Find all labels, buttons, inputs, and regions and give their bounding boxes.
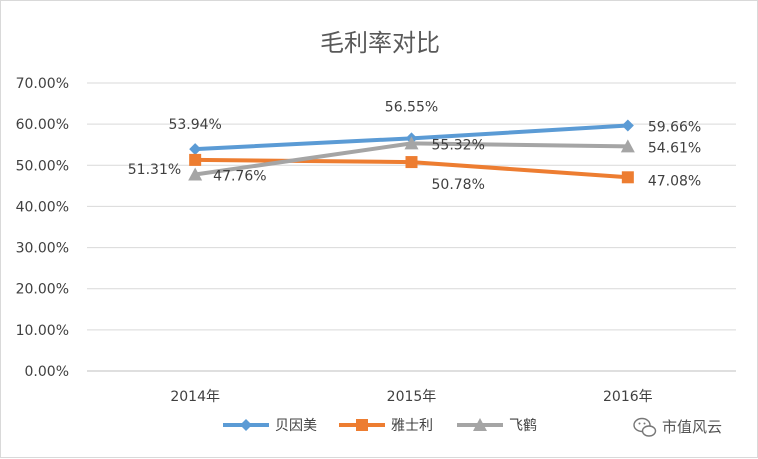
- legend-label: 雅士利: [391, 418, 433, 434]
- data-label: 50.78%: [432, 177, 485, 193]
- data-label: 54.61%: [648, 140, 701, 156]
- x-tick-label: 2014年: [170, 389, 220, 405]
- legend-marker: [473, 418, 487, 431]
- y-tick-label: 30.00%: [16, 241, 69, 257]
- x-axis-ticks: 2014年 2015年 2016年: [170, 389, 652, 405]
- data-label: 47.08%: [648, 173, 701, 189]
- legend-label: 飞鹤: [509, 418, 537, 434]
- watermark: 市值风云: [633, 417, 722, 437]
- data-label: 56.55%: [385, 99, 438, 115]
- legend-label: 贝因美: [275, 418, 317, 434]
- data-labels: 53.94% 56.55% 59.66% 51.31% 50.78% 47.08% 47.7…: [128, 99, 701, 193]
- data-label: 51.31%: [128, 162, 181, 178]
- y-tick-label: 50.00%: [16, 158, 69, 174]
- y-tick-label: 40.00%: [16, 199, 69, 215]
- data-label: 53.94%: [168, 117, 221, 133]
- y-tick-label: 0.00%: [25, 364, 69, 380]
- y-tick-label: 60.00%: [16, 117, 69, 133]
- data-label: 55.32%: [432, 137, 485, 153]
- data-point: [621, 171, 634, 184]
- legend-marker: [356, 419, 368, 431]
- data-point: [620, 139, 635, 153]
- chart-title: 毛利率对比: [320, 29, 440, 57]
- series-lines: [188, 119, 635, 184]
- data-label: 59.66%: [648, 120, 701, 136]
- data-point: [189, 143, 202, 156]
- legend-marker: [240, 419, 252, 431]
- y-tick-label: 20.00%: [16, 282, 69, 298]
- y-axis-ticks: 0.00% 10.00% 20.00% 30.00% 40.00% 50.00% 60.00…: [16, 76, 69, 380]
- watermark-text: 市值风云: [662, 418, 722, 436]
- data-point: [188, 167, 203, 181]
- data-point: [621, 119, 634, 132]
- y-tick-label: 10.00%: [16, 323, 69, 339]
- legend: 贝因美 雅士利 飞鹤: [223, 418, 537, 434]
- x-tick-label: 2016年: [603, 389, 653, 405]
- data-label: 47.76%: [213, 169, 266, 185]
- wechat-icon: [633, 417, 657, 437]
- data-point: [405, 156, 418, 169]
- data-point: [189, 153, 202, 166]
- x-tick-label: 2015年: [387, 389, 437, 405]
- data-point: [404, 136, 419, 150]
- y-tick-label: 70.00%: [16, 76, 69, 92]
